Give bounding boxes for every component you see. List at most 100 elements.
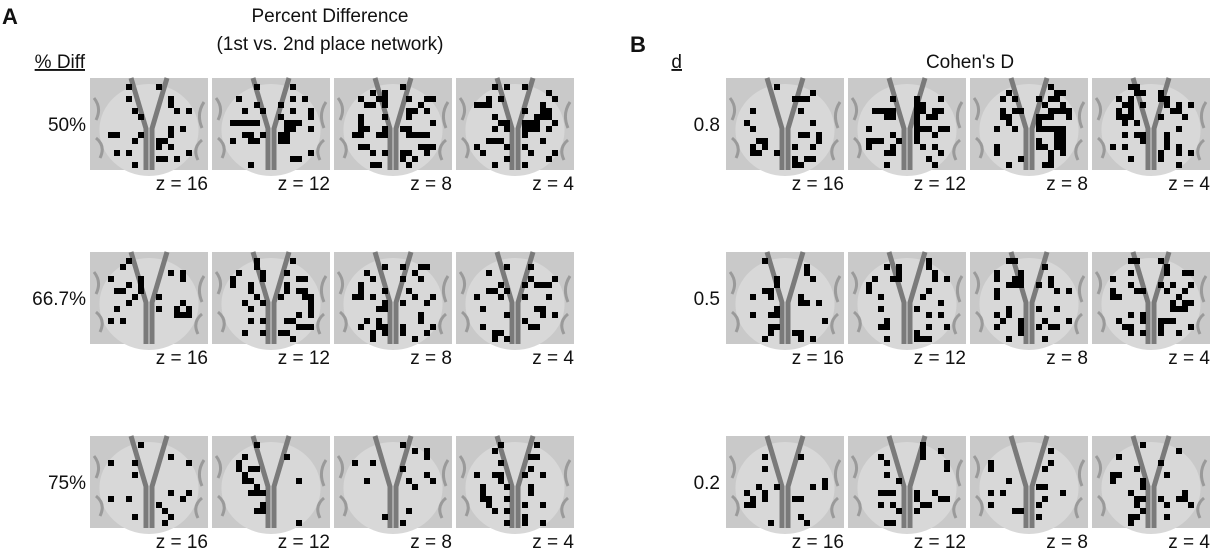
voxel bbox=[994, 294, 1000, 300]
voxel bbox=[938, 300, 944, 306]
voxel bbox=[376, 96, 382, 102]
voxel bbox=[988, 490, 994, 496]
voxel bbox=[382, 126, 388, 132]
voxel bbox=[1128, 84, 1134, 90]
voxel bbox=[254, 490, 260, 496]
slice-label: z = 4 bbox=[1168, 348, 1210, 369]
voxel bbox=[1164, 264, 1170, 270]
voxel bbox=[168, 132, 174, 138]
voxel bbox=[1036, 126, 1042, 132]
voxel bbox=[376, 324, 382, 330]
voxel bbox=[370, 150, 376, 156]
voxel bbox=[1110, 288, 1116, 294]
voxel bbox=[872, 138, 878, 144]
voxel bbox=[926, 126, 932, 132]
voxel bbox=[1000, 490, 1006, 496]
voxel bbox=[492, 336, 498, 342]
voxel bbox=[406, 132, 412, 138]
voxel bbox=[1188, 102, 1194, 108]
voxel bbox=[798, 454, 804, 460]
voxel bbox=[486, 102, 492, 108]
voxel bbox=[890, 96, 896, 102]
voxel bbox=[248, 138, 254, 144]
voxel bbox=[504, 508, 510, 514]
voxel bbox=[774, 150, 780, 156]
voxel bbox=[382, 114, 388, 120]
voxel bbox=[1018, 276, 1024, 282]
voxel bbox=[278, 132, 284, 138]
voxel bbox=[486, 96, 492, 102]
voxel bbox=[430, 144, 436, 150]
voxel bbox=[1158, 96, 1164, 102]
voxel bbox=[750, 496, 756, 502]
voxel bbox=[358, 120, 364, 126]
voxel bbox=[364, 102, 370, 108]
slice-label: z = 8 bbox=[1046, 348, 1088, 369]
voxel bbox=[1036, 138, 1042, 144]
voxel bbox=[944, 276, 950, 282]
voxel bbox=[896, 138, 902, 144]
voxel bbox=[382, 324, 388, 330]
voxel bbox=[750, 294, 756, 300]
voxel bbox=[1036, 144, 1042, 150]
voxel bbox=[1048, 276, 1054, 282]
voxel bbox=[1182, 490, 1188, 496]
voxel bbox=[254, 264, 260, 270]
voxel bbox=[744, 502, 750, 508]
slice-label: z = 4 bbox=[1168, 532, 1210, 553]
voxel bbox=[174, 306, 180, 312]
voxel bbox=[132, 460, 138, 466]
voxel bbox=[284, 318, 290, 324]
voxel bbox=[358, 96, 364, 102]
voxel bbox=[890, 490, 896, 496]
voxel bbox=[278, 102, 284, 108]
voxel bbox=[1036, 120, 1042, 126]
voxel bbox=[1128, 330, 1134, 336]
voxel bbox=[944, 496, 950, 502]
voxel bbox=[1042, 126, 1048, 132]
voxel bbox=[890, 150, 896, 156]
voxel bbox=[1122, 114, 1128, 120]
voxel bbox=[756, 150, 762, 156]
voxel bbox=[358, 288, 364, 294]
voxel bbox=[242, 478, 248, 484]
voxel bbox=[1048, 324, 1054, 330]
voxel bbox=[486, 270, 492, 276]
voxel bbox=[528, 126, 534, 132]
voxel bbox=[156, 144, 162, 150]
voxel bbox=[400, 156, 406, 162]
voxel bbox=[480, 484, 486, 490]
voxel bbox=[914, 114, 920, 120]
panel: APercent Difference(1st vs. 2nd place ne… bbox=[2, 4, 574, 553]
voxel bbox=[1054, 90, 1060, 96]
voxel bbox=[884, 150, 890, 156]
voxel bbox=[1116, 318, 1122, 324]
voxel bbox=[168, 102, 174, 108]
voxel bbox=[756, 484, 762, 490]
voxel bbox=[370, 90, 376, 96]
voxel bbox=[1164, 502, 1170, 508]
voxel bbox=[168, 144, 174, 150]
voxel bbox=[260, 276, 266, 282]
voxel bbox=[126, 496, 132, 502]
voxel bbox=[890, 108, 896, 114]
voxel bbox=[168, 454, 174, 460]
voxel bbox=[804, 270, 810, 276]
voxel bbox=[400, 126, 406, 132]
voxel bbox=[418, 318, 424, 324]
voxel bbox=[156, 138, 162, 144]
voxel bbox=[540, 520, 546, 526]
voxel bbox=[284, 330, 290, 336]
voxel bbox=[914, 330, 920, 336]
voxel bbox=[1140, 102, 1146, 108]
row-label: 66.7% bbox=[32, 289, 86, 310]
voxel bbox=[798, 132, 804, 138]
voxel bbox=[534, 126, 540, 132]
voxel bbox=[1060, 132, 1066, 138]
voxel bbox=[1006, 258, 1012, 264]
voxel bbox=[430, 96, 436, 102]
voxel bbox=[248, 306, 254, 312]
voxel bbox=[932, 108, 938, 114]
voxel bbox=[878, 502, 884, 508]
voxel bbox=[920, 442, 926, 448]
